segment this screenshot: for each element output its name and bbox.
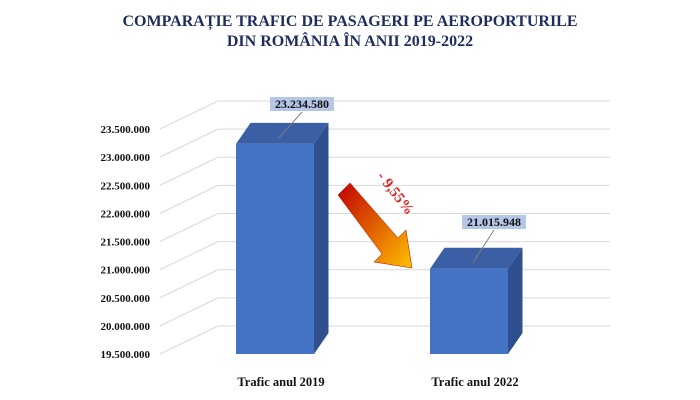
chart-title: COMPARAȚIE TRAFIC DE PASAGERI PE AEROPOR… — [0, 12, 700, 52]
data-label: 23.234.580 — [275, 97, 329, 111]
chart-title-line-1: COMPARAȚIE TRAFIC DE PASAGERI PE AEROPOR… — [122, 13, 578, 30]
gridline-diagonal — [159, 325, 219, 355]
gridline-diagonal — [159, 297, 219, 327]
gridline-diagonal — [159, 269, 219, 299]
x-category-label: Trafic anul 2022 — [431, 375, 518, 389]
gridline-diagonal — [159, 213, 219, 242]
bar — [430, 247, 523, 354]
data-labels: 23.234.580 21.015.948 — [270, 97, 526, 263]
y-tick-label: 19.500.000 — [101, 349, 151, 361]
gridline-diagonal — [159, 156, 219, 186]
data-label: 21.015.948 — [467, 215, 521, 229]
y-tick-label: 20.000.000 — [101, 321, 151, 333]
y-tick-label: 21.000.000 — [101, 265, 151, 277]
y-axis-ticks: 19.500.000 20.000.000 20.500.000 21.000.000… — [101, 124, 151, 361]
gridline-diagonal — [159, 100, 219, 130]
gridline-diagonal — [159, 241, 219, 271]
chart-title-line-2: DIN ROMÂNIA ÎN ANII 2019-2022 — [226, 33, 474, 50]
y-tick-label: 23.500.000 — [101, 124, 151, 136]
bars — [236, 122, 523, 355]
y-tick-label: 23.000.000 — [101, 152, 151, 164]
gridline-diagonal — [159, 128, 219, 158]
data-label-leader — [278, 111, 303, 139]
x-axis-categories: Trafic anul 2019 Trafic anul 2022 — [237, 375, 518, 389]
data-label-bg — [462, 215, 526, 229]
y-tick-label: 20.500.000 — [101, 293, 151, 305]
y-tick-label: 21.500.000 — [101, 237, 151, 249]
y-tick-label: 22.500.000 — [101, 180, 151, 192]
decrease-arrow — [337, 182, 413, 269]
data-label-bg — [270, 97, 334, 111]
bar-side — [314, 122, 329, 355]
bar-front — [236, 143, 314, 354]
annotation-text: - 9,55% — [373, 169, 416, 218]
bar-front — [430, 268, 508, 354]
y-tick-label: 22.000.000 — [101, 208, 151, 220]
gridline-diagonal — [159, 184, 219, 214]
bar-side — [508, 247, 523, 354]
annotation: - 9,55% — [337, 169, 417, 269]
bar — [236, 122, 329, 355]
x-category-label: Trafic anul 2019 — [237, 375, 324, 389]
data-label-leader — [472, 229, 495, 263]
